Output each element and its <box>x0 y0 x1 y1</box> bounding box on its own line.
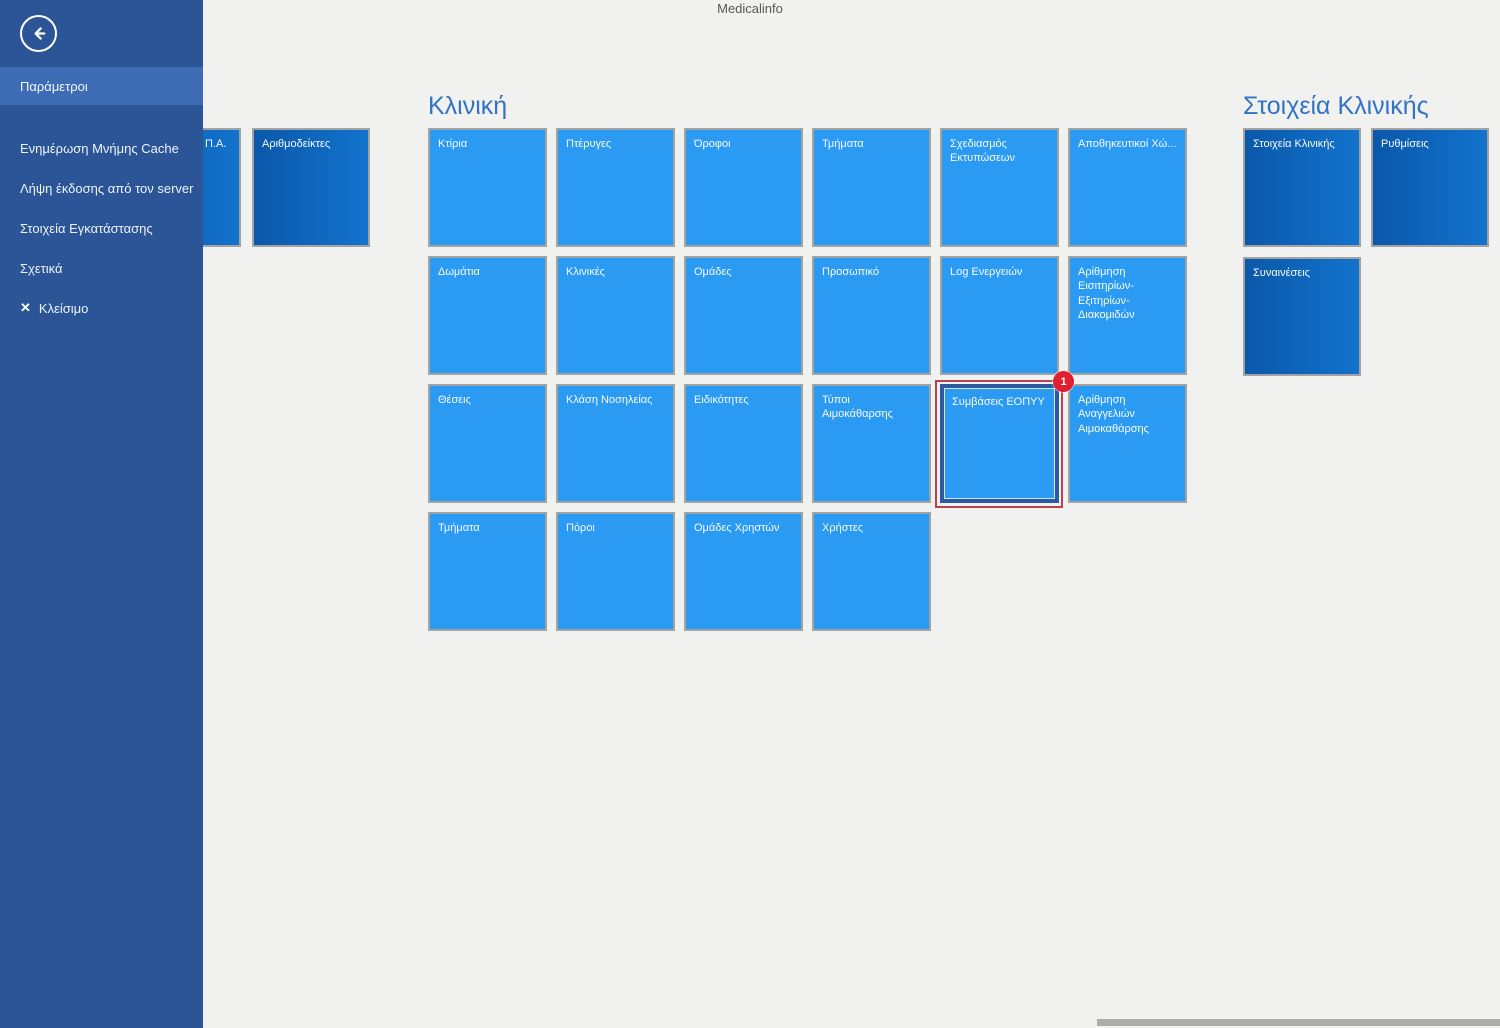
app-title: Medicalinfo <box>717 1 783 16</box>
sidebar-item-installation-info[interactable]: Στοιχεία Εγκατάστασης <box>20 220 153 236</box>
left-arrow-icon <box>27 22 50 45</box>
tile[interactable]: Κλάση Νοσηλείας <box>556 384 675 503</box>
tile-group-clinic: Κτίρια Πτέρυγες Όροφοι Τμήματα Σχεδιασμό… <box>428 128 1187 631</box>
tile[interactable]: Κλινικές <box>556 256 675 375</box>
tile[interactable]: Ομάδες <box>684 256 803 375</box>
tile[interactable]: Θέσεις <box>428 384 547 503</box>
back-button[interactable] <box>20 15 57 52</box>
tile[interactable]: Πόροι <box>556 512 675 631</box>
close-icon: ✕ <box>20 300 31 315</box>
sidebar-item-about[interactable]: Σχετικά <box>20 260 63 276</box>
tile[interactable]: Χρήστες <box>812 512 931 631</box>
tile[interactable]: Συναινέσεις <box>1243 257 1361 376</box>
horizontal-scrollbar-thumb[interactable] <box>1097 1019 1500 1026</box>
tile[interactable]: Ειδικότητες <box>684 384 803 503</box>
sidebar-item-close[interactable]: ✕ Κλείσιμο <box>0 288 203 328</box>
tile[interactable]: Αρίθμηση Εισιτηρίων-Εξιτηρίων-Διακομιδών <box>1068 256 1187 375</box>
tile[interactable]: Τμήματα <box>812 128 931 247</box>
tile[interactable]: Όροφοι <box>684 128 803 247</box>
sidebar-item-close-label: Κλείσιμο <box>38 300 89 316</box>
group-title-clinic: Κλινική <box>428 92 508 120</box>
sidebar-item-refresh-cache[interactable]: Ενημέρωση Μνήμης Cache <box>20 140 179 156</box>
tile[interactable]: Τύποι Αιμοκάθαρσης <box>812 384 931 503</box>
tile[interactable]: Σχεδιασμός Εκτυπώσεων <box>940 128 1059 247</box>
tile[interactable]: Αριθμοδείκτες <box>252 128 370 247</box>
tile[interactable]: Τμήματα <box>428 512 547 631</box>
group-title-clinic-info: Στοιχεία Κλινικής <box>1243 92 1429 120</box>
tile[interactable]: Αποθηκευτικοί Χώ... <box>1068 128 1187 247</box>
sidebar-item-parametroi[interactable]: Παράμετροι <box>0 67 203 105</box>
sidebar-menu: Ενημέρωση Μνήμης Cache Λήψη έκδοσης από … <box>0 128 203 328</box>
sidebar-item-get-version[interactable]: Λήψη έκδοσης από τον server <box>20 180 194 196</box>
tile[interactable]: Ομάδες Χρηστών <box>684 512 803 631</box>
tile[interactable]: Στοιχεία Κλινικής <box>1243 128 1361 247</box>
tile-group-clinic-info: Στοιχεία Κλινικής Ρυθμίσεις Συναινέσεις <box>1243 128 1489 376</box>
tile[interactable]: Log Ενεργειών <box>940 256 1059 375</box>
tile[interactable]: Πτέρυγες <box>556 128 675 247</box>
tile[interactable]: Αρίθμηση Αναγγελιών Αιμοκαθάρσης <box>1068 384 1187 503</box>
tile[interactable]: Δωμάτια <box>428 256 547 375</box>
notification-badge: 1 <box>1053 371 1074 392</box>
sidebar: Παράμετροι Ενημέρωση Μνήμης Cache Λήψη έ… <box>0 0 203 1028</box>
tile[interactable]: Κτίρια <box>428 128 547 247</box>
tile[interactable]: Προσωπικό <box>812 256 931 375</box>
tile[interactable]: Ρυθμίσεις <box>1371 128 1489 247</box>
tile-selected[interactable]: Συμβάσεις ΕΟΠΥΥ 1 <box>935 371 1074 508</box>
